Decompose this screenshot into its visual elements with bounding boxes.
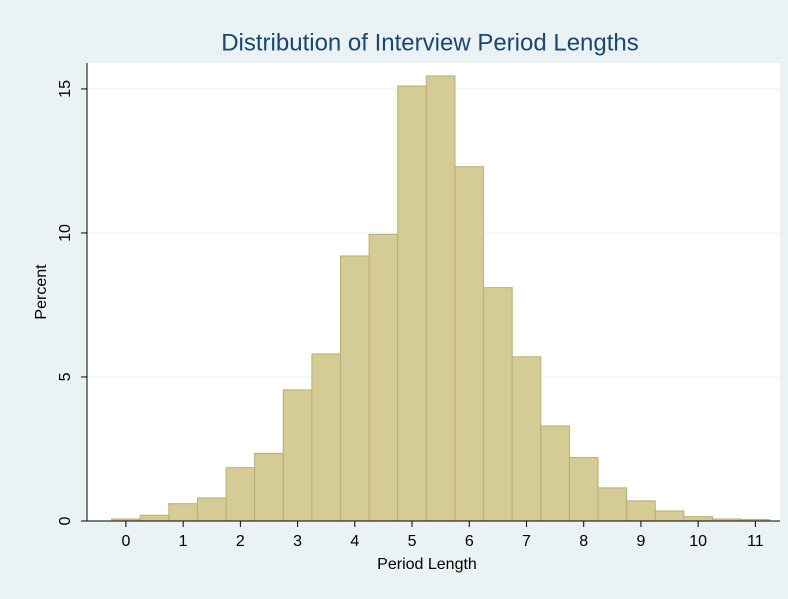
bar [196,497,227,522]
y-tick-label: 10 [57,224,74,242]
bar [168,503,198,522]
bar [626,500,656,522]
bar [654,510,685,522]
x-tick-label: 2 [236,533,245,550]
y-tick-label: 15 [57,80,74,98]
x-axis-label: Period Length [377,556,477,573]
x-tick-label: 9 [636,533,645,550]
x-tick-label: 3 [293,533,302,550]
bar [483,287,513,522]
bar [425,75,456,522]
bar [340,255,370,522]
x-tick-label: 8 [579,533,588,550]
x-tick-label: 5 [408,533,417,550]
bar [397,85,427,522]
y-tick-label: 0 [57,516,74,525]
bar [282,389,313,522]
x-tick-label: 1 [179,533,188,550]
bar [454,166,485,522]
bar [540,425,570,522]
bar [225,467,256,522]
x-tick-label: 4 [350,533,359,550]
x-tick-label: 11 [747,533,764,550]
x-tick-label: 10 [689,533,707,550]
bar [511,356,542,522]
x-tick-label: 7 [522,533,531,550]
x-tick-label: 0 [121,533,130,550]
x-tick-label: 6 [465,533,474,550]
chart-title: Distribution of Interview Period Lengths [221,29,639,56]
bar [683,516,713,522]
y-tick-label: 5 [57,372,74,381]
bar [311,353,342,522]
bar [368,233,399,522]
bar [139,514,170,522]
y-axis-label: Percent [33,264,50,320]
bar [254,452,284,522]
bar [568,457,599,522]
bar [597,487,628,522]
